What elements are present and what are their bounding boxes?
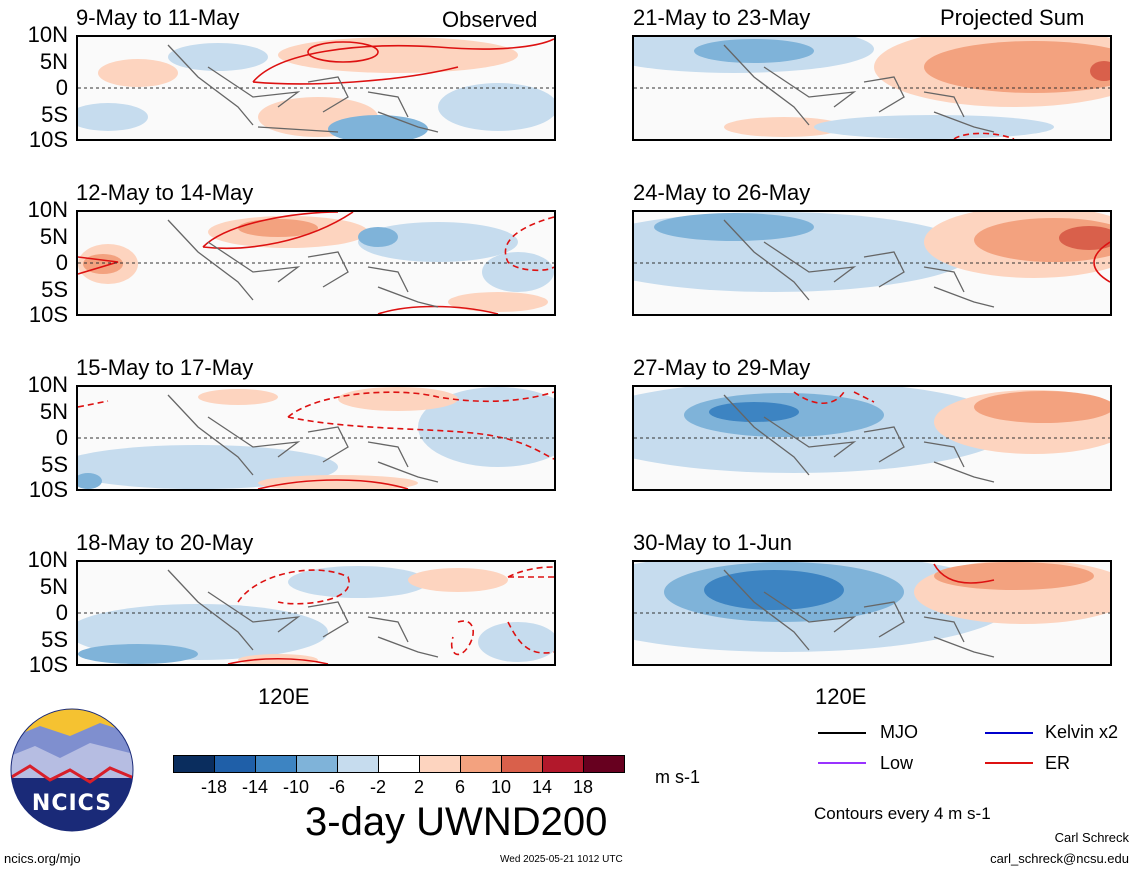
map-panel-5 [632, 35, 1112, 141]
panel-title-5: 21-May to 23-May [633, 5, 811, 30]
lat-label: 5S [41, 102, 68, 127]
colorbar-tick: -2 [369, 777, 387, 797]
lat-label: 5N [39, 399, 68, 424]
lat-label: 10N [27, 372, 68, 397]
colorbar-swatch [502, 756, 543, 772]
colorbar-swatch [256, 756, 297, 772]
map-panel-7 [632, 385, 1112, 491]
legend-label-low: Low [880, 753, 914, 773]
colorbar-tick: -10 [282, 777, 310, 797]
lat-label: 0 [55, 250, 68, 275]
lat-label: 10S [28, 302, 68, 327]
panel-label-projected: Projected Sum [940, 5, 1085, 30]
legend-label-kelvin: Kelvin x2 [1045, 722, 1119, 742]
colorbar-swatch [420, 756, 461, 772]
lat-label: 0 [55, 425, 68, 450]
legend-line-kelvin [985, 732, 1033, 734]
ncics-logo: NCICS [10, 708, 134, 832]
colorbar-ticks: -18 -14 -10 -6 -2 2 6 10 14 18 [173, 778, 625, 798]
colorbar-swatch [543, 756, 584, 772]
logo-text: NCICS [31, 791, 113, 816]
legend-line-mjo [818, 732, 866, 734]
colorbar-swatch [338, 756, 379, 772]
lat-label: 0 [55, 600, 68, 625]
lat-label: 10N [27, 22, 68, 47]
panel-title-6: 24-May to 26-May [633, 180, 811, 205]
main-title: 3-day UWND200 [305, 800, 608, 844]
panel-title-4: 18-May to 20-May [76, 530, 254, 555]
lat-label: 5N [39, 49, 68, 74]
lat-label: 10S [28, 652, 68, 677]
map-panel-2 [76, 210, 556, 316]
colorbar-units: m s-1 [655, 767, 700, 787]
lon-label-left: 120E [258, 684, 310, 709]
map-panel-6 [632, 210, 1112, 316]
colorbar-swatch [584, 756, 624, 772]
lat-label: 10S [28, 477, 68, 502]
colorbar-tick: -14 [241, 777, 269, 797]
colorbar-tick: -6 [328, 777, 346, 797]
panel-title-1: 9-May to 11-May [76, 5, 240, 30]
colorbar-tick: 2 [413, 777, 425, 797]
footer-email[interactable]: carl_schreck@ncsu.edu [990, 851, 1129, 866]
colorbar-tick: -18 [200, 777, 228, 797]
panel-title-2: 12-May to 14-May [76, 180, 254, 205]
lat-label: 5S [41, 277, 68, 302]
lat-label: 0 [55, 75, 68, 100]
legend-line-low [818, 762, 866, 764]
lat-label: 5N [39, 224, 68, 249]
colorbar-swatch [174, 756, 215, 772]
colorbar-swatch [215, 756, 256, 772]
panel-title-8: 30-May to 1-Jun [633, 530, 792, 555]
colorbar [173, 755, 625, 773]
panel-label-observed: Observed [442, 7, 538, 32]
map-panel-4 [76, 560, 556, 666]
map-panel-8 [632, 560, 1112, 666]
panel-title-3: 15-May to 17-May [76, 355, 254, 380]
colorbar-tick: 14 [531, 777, 553, 797]
lat-label: 10N [27, 197, 68, 222]
legend-label-er: ER [1045, 753, 1071, 773]
lon-label-right: 120E [815, 684, 867, 709]
colorbar-swatch [379, 756, 420, 772]
footer-author: Carl Schreck [1054, 830, 1129, 845]
footer-timestamp: Wed 2025-05-21 1012 UTC [500, 854, 623, 865]
lat-label: 10S [28, 127, 68, 152]
map-panel-1 [76, 35, 556, 141]
legend-line-er [985, 762, 1033, 764]
footer-url[interactable]: ncics.org/mjo [4, 851, 81, 866]
lat-label: 5S [41, 452, 68, 477]
lat-label: 10N [27, 547, 68, 572]
panel-title-7: 27-May to 29-May [633, 355, 811, 380]
colorbar-swatch [297, 756, 338, 772]
colorbar-tick: 10 [490, 777, 512, 797]
contours-note: Contours every 4 m s-1 [814, 804, 991, 823]
lat-label: 5S [41, 627, 68, 652]
colorbar-tick: 6 [454, 777, 466, 797]
colorbar-swatch [461, 756, 502, 772]
map-panel-3 [76, 385, 556, 491]
colorbar-tick: 18 [572, 777, 594, 797]
legend-label-mjo: MJO [880, 722, 918, 742]
lat-label: 5N [39, 574, 68, 599]
